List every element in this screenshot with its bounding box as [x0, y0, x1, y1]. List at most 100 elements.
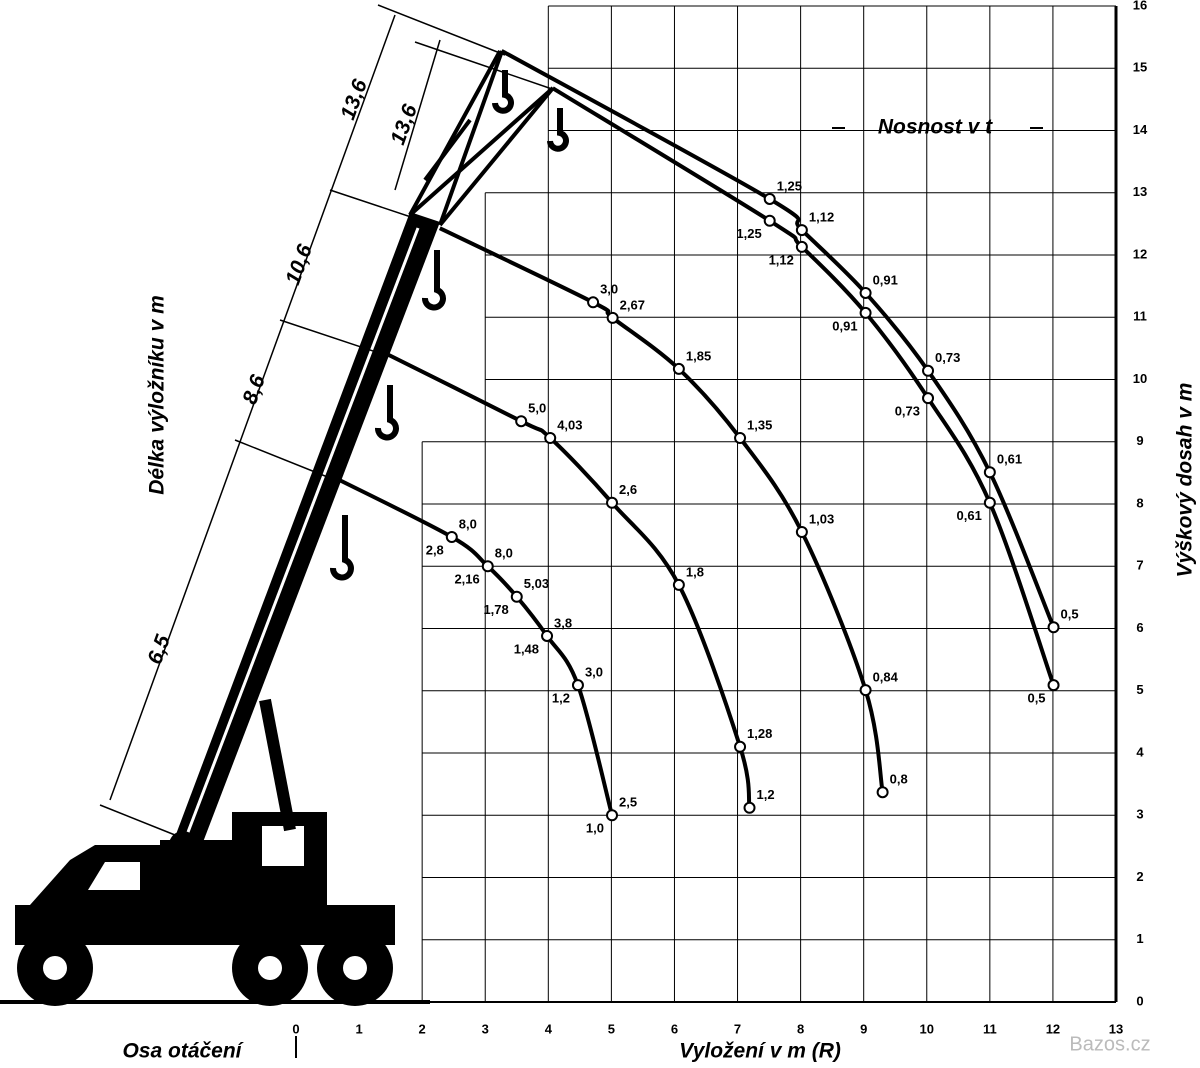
- load-point: [1047, 621, 1060, 634]
- boom-length-label: 13,6: [386, 101, 422, 148]
- load-point: [734, 432, 747, 445]
- y-tick-label: 11: [1133, 309, 1147, 324]
- boom-length-label: 10,6: [281, 241, 317, 288]
- load-point: [763, 214, 776, 227]
- load-point: [795, 526, 808, 539]
- capacity-label: 1,12: [809, 210, 834, 225]
- load-point: [587, 296, 600, 309]
- load-point: [734, 740, 747, 753]
- load-point: [922, 392, 935, 405]
- capacity-alt-label: 2,8: [426, 542, 444, 557]
- crane-drawing: [0, 4, 1043, 1058]
- capacity-alt-label: 2,16: [454, 572, 479, 587]
- x-tick-label: 2: [419, 1021, 426, 1036]
- x-tick-label: 10: [920, 1021, 934, 1036]
- y-tick-label: 16: [1133, 0, 1147, 12]
- capacity-label: 4,03: [557, 417, 582, 432]
- capacity-label: 0,61: [997, 452, 1022, 467]
- load-point: [859, 286, 872, 299]
- y-tick-label: 3: [1136, 807, 1143, 822]
- load-point: [672, 578, 685, 591]
- load-curve: [551, 86, 1056, 686]
- load-point: [743, 801, 756, 814]
- load-point: [541, 629, 554, 642]
- capacity-label: 5,03: [524, 576, 549, 591]
- capacity-alt-label: 1,78: [483, 602, 508, 617]
- capacity-label: 2,5: [619, 795, 637, 810]
- capacity-label: 0,73: [895, 404, 920, 419]
- load-point: [859, 684, 872, 697]
- x-tick-label: 12: [1046, 1021, 1060, 1036]
- load-point: [544, 432, 557, 445]
- capacity-label: 2,67: [620, 297, 645, 312]
- load-point: [763, 192, 776, 205]
- capacity-label: 1,35: [747, 417, 772, 432]
- load-point: [876, 786, 889, 799]
- y-tick-label: 9: [1136, 433, 1143, 448]
- load-point: [922, 364, 935, 377]
- load-point: [571, 679, 584, 692]
- y-tick-label: 6: [1136, 620, 1143, 635]
- load-point: [606, 311, 619, 324]
- y-tick-label: 10: [1133, 371, 1147, 386]
- capacity-label: 1,03: [809, 511, 834, 526]
- y-tick-label: 5: [1136, 682, 1143, 697]
- capacity-label: 8,0: [495, 546, 513, 561]
- x-tick-label: 5: [608, 1021, 615, 1036]
- capacity-label: 1,85: [686, 348, 711, 363]
- capacity-label: 1,8: [686, 564, 704, 579]
- x-tick-label: 1: [355, 1021, 362, 1036]
- y-tick-label: 7: [1136, 558, 1143, 573]
- capacity-label: 0,91: [873, 272, 898, 287]
- load-point: [515, 415, 528, 428]
- capacity-label: 1,28: [747, 726, 772, 741]
- capacity-label: 1,25: [777, 178, 802, 193]
- y-tick-label: 8: [1136, 495, 1143, 510]
- y-tick-label: 0: [1136, 993, 1143, 1008]
- capacity-label: 5,0: [528, 401, 546, 416]
- capacity-label: 0,84: [873, 670, 899, 685]
- load-point: [1047, 679, 1060, 692]
- load-point: [445, 530, 458, 543]
- load-point: [983, 466, 996, 479]
- capacity-label: 3,0: [585, 665, 603, 680]
- load-point: [510, 590, 523, 603]
- watermark: Bazos.cz: [1069, 1033, 1150, 1055]
- load-point: [859, 306, 872, 319]
- capacity-label: 0,8: [890, 772, 908, 787]
- y-tick-label: 2: [1136, 869, 1143, 884]
- load-point: [983, 496, 996, 509]
- boom-length-label: 13,6: [336, 76, 372, 123]
- x-tick-label: 13: [1109, 1021, 1123, 1036]
- load-curve: [438, 226, 885, 793]
- boom-length-label: 8,6: [238, 372, 270, 408]
- x-tick-label: 6: [671, 1021, 678, 1036]
- capacity-label: 3,8: [554, 615, 572, 630]
- load-point: [606, 496, 619, 509]
- x-tick-label: 3: [482, 1021, 489, 1036]
- x-tick-label: 4: [545, 1021, 553, 1036]
- capacity-label: 8,0: [459, 516, 477, 531]
- y-tick-label: 12: [1133, 246, 1147, 261]
- x-tick-label: 0: [292, 1021, 299, 1036]
- capacity-label: 3,0: [600, 282, 618, 297]
- x-tick-label: 7: [734, 1021, 741, 1036]
- capacity-label: 0,91: [832, 318, 857, 333]
- chart-title: Nosnost v t: [878, 116, 993, 139]
- load-point: [795, 240, 808, 253]
- x-tick-label: 9: [860, 1021, 867, 1036]
- load-point: [672, 362, 685, 375]
- y-tick-label: 15: [1133, 60, 1147, 75]
- capacity-label: 0,5: [1061, 607, 1079, 622]
- capacity-alt-label: 1,0: [586, 821, 604, 836]
- load-point: [606, 809, 619, 822]
- capacity-label: 0,5: [1027, 691, 1045, 706]
- capacity-label: 1,2: [757, 787, 775, 802]
- y-tick-label: 4: [1136, 744, 1144, 759]
- x-axis-title: Vyložení v m (R): [679, 1040, 841, 1063]
- x-tick-label: 8: [797, 1021, 804, 1036]
- load-point: [795, 224, 808, 237]
- capacity-label: 0,73: [935, 350, 960, 365]
